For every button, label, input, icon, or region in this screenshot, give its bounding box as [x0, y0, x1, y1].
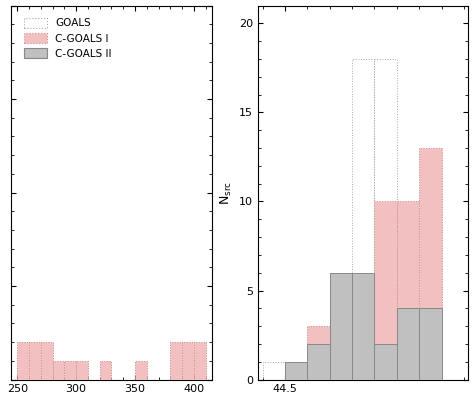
- Bar: [263, 362, 285, 380]
- Bar: [76, 361, 88, 380]
- Bar: [330, 273, 352, 380]
- Bar: [182, 342, 194, 380]
- Bar: [419, 148, 442, 380]
- Bar: [419, 308, 442, 380]
- Bar: [397, 308, 419, 380]
- Bar: [194, 342, 206, 380]
- Bar: [53, 361, 64, 380]
- Bar: [100, 361, 111, 380]
- Bar: [64, 361, 76, 380]
- Bar: [170, 342, 182, 380]
- Bar: [330, 290, 352, 380]
- Bar: [307, 326, 330, 380]
- Bar: [352, 290, 374, 380]
- Bar: [397, 202, 419, 380]
- Bar: [352, 59, 374, 380]
- Bar: [285, 362, 307, 380]
- Bar: [374, 59, 397, 380]
- Bar: [330, 290, 352, 380]
- Bar: [352, 273, 374, 380]
- Bar: [374, 344, 397, 380]
- Bar: [307, 344, 330, 380]
- Bar: [17, 342, 29, 380]
- Bar: [307, 326, 330, 380]
- Bar: [374, 202, 397, 380]
- Bar: [29, 342, 41, 380]
- Bar: [76, 361, 88, 380]
- Bar: [170, 342, 182, 380]
- Bar: [100, 361, 111, 380]
- Bar: [194, 342, 206, 380]
- Bar: [397, 202, 419, 380]
- Y-axis label: N$_{\mathrm{src}}$: N$_{\mathrm{src}}$: [219, 181, 234, 204]
- Bar: [64, 361, 76, 380]
- Bar: [135, 361, 147, 380]
- Bar: [41, 342, 53, 380]
- Bar: [41, 342, 53, 380]
- Bar: [17, 342, 29, 380]
- Bar: [419, 148, 442, 380]
- Bar: [29, 342, 41, 380]
- Legend: GOALS, C-GOALS I, C-GOALS II: GOALS, C-GOALS I, C-GOALS II: [20, 14, 115, 62]
- Bar: [285, 362, 307, 380]
- Bar: [135, 361, 147, 380]
- Bar: [182, 342, 194, 380]
- Bar: [53, 361, 64, 380]
